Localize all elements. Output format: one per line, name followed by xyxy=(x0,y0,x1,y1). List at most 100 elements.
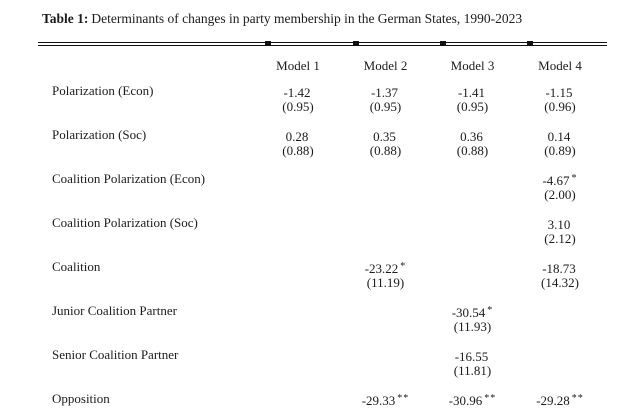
coefficient xyxy=(342,172,429,188)
table-number: Table 1: xyxy=(42,11,89,26)
cell-model-4: -29.28** (11.08) xyxy=(516,392,604,408)
standard-error xyxy=(254,276,342,290)
standard-error: (11.93) xyxy=(453,319,492,334)
cell-model-3: 0.36 (0.88) xyxy=(429,128,516,158)
coef-value: 3.10 xyxy=(547,217,571,232)
standard-error: (2.00) xyxy=(544,187,576,202)
standard-error: (11.19) xyxy=(366,275,405,290)
standard-error: (0.95) xyxy=(369,99,402,114)
cell-model-2 xyxy=(342,304,429,334)
coefficient xyxy=(254,348,342,364)
standard-error: (0.95) xyxy=(282,99,314,114)
coef-value: 0.28 xyxy=(285,129,309,144)
coef-value: 0.14 xyxy=(547,129,571,144)
standard-error xyxy=(516,320,604,334)
standard-error xyxy=(254,364,342,378)
significance-stars: * xyxy=(400,261,407,272)
coef-value: -4.67 xyxy=(542,173,570,188)
column-header-model-3: Model 3 xyxy=(450,58,495,73)
cell-model-3: -16.55 (11.81) xyxy=(429,348,516,378)
header-empty-cell xyxy=(38,59,254,73)
significance-stars: * xyxy=(487,305,494,316)
row-label: Polarization (Econ) xyxy=(52,83,154,98)
coefficient xyxy=(516,348,604,364)
table-header-row: Model 1 Model 2 Model 3 Model 4 xyxy=(38,46,607,84)
standard-error xyxy=(342,232,429,246)
coef-value: -30.96 xyxy=(448,393,483,408)
cell-model-1 xyxy=(254,304,342,334)
standard-error: (14.32) xyxy=(541,275,579,290)
cell-model-4: -4.67 * (2.00) xyxy=(516,172,604,202)
rule-mark xyxy=(440,41,446,46)
coefficient xyxy=(342,216,429,232)
standard-error: (0.95) xyxy=(456,99,489,114)
coefficient xyxy=(254,392,342,408)
table-row: Polarization (Econ) -1.42 (0.95) -1.37 (… xyxy=(38,84,607,114)
row-label: Junior Coalition Partner xyxy=(52,303,177,318)
coefficient: -23.22 * xyxy=(342,260,429,276)
coef-value: -23.22 xyxy=(364,261,399,276)
coefficient: -16.55 xyxy=(429,348,516,364)
cell-model-4: -1.15 (0.96) xyxy=(516,84,604,114)
coef-value: -29.33 xyxy=(361,393,396,408)
cell-model-3: -30.96** (11.11) xyxy=(429,392,516,408)
cell-model-4: -18.73 (14.32) xyxy=(516,260,604,290)
coef-value: -18.73 xyxy=(542,261,576,276)
coefficient: -29.28 ** xyxy=(516,392,604,408)
cell-model-1 xyxy=(254,348,342,378)
coef-value: -1.41 xyxy=(457,85,486,100)
cell-model-1 xyxy=(254,172,342,202)
coefficient xyxy=(254,304,342,320)
coef-value: -1.42 xyxy=(283,85,311,100)
row-label: Coalition xyxy=(52,259,101,274)
cell-model-4 xyxy=(516,348,604,378)
cell-model-4: 3.10 (2.12) xyxy=(516,216,604,246)
coefficient: -1.37 xyxy=(342,84,429,100)
regression-table: Model 1 Model 2 Model 3 Model 4 Polariza… xyxy=(38,41,607,408)
coef-value: -30.54 xyxy=(451,305,486,320)
table-caption: Determinants of changes in party members… xyxy=(91,11,523,26)
standard-error xyxy=(429,188,516,202)
standard-error xyxy=(254,320,342,334)
coef-value: -16.55 xyxy=(454,349,489,364)
table-row: Senior Coalition Partner -16.55 (11.81) xyxy=(38,348,607,378)
coef-value: 0.35 xyxy=(373,129,396,144)
coefficient: 0.36 xyxy=(429,128,516,144)
coefficient xyxy=(254,216,342,232)
cell-model-2: -29.33** (11.09) xyxy=(342,392,429,408)
column-header-model-2: Model 2 xyxy=(363,58,408,73)
table-title: Table 1: Determinants of changes in party… xyxy=(42,11,522,27)
standard-error: (0.88) xyxy=(456,143,489,158)
cell-model-1 xyxy=(254,260,342,290)
coefficient: 3.10 xyxy=(516,216,604,232)
table-row: Coalition -23.22 * (11.19) -18.73 (14.32) xyxy=(38,260,607,290)
cell-model-2: -1.37 (0.95) xyxy=(342,84,429,114)
standard-error: (2.12) xyxy=(544,231,576,246)
standard-error xyxy=(516,364,604,378)
table-row: Junior Coalition Partner -30.54 * (11.93) xyxy=(38,304,607,334)
coefficient: 0.35 xyxy=(342,128,429,144)
cell-model-2 xyxy=(342,216,429,246)
coefficient xyxy=(429,260,516,276)
coefficient xyxy=(516,304,604,320)
cell-model-2 xyxy=(342,172,429,202)
coefficient: 0.14 xyxy=(516,128,604,144)
cell-model-3: -1.41 (0.95) xyxy=(429,84,516,114)
cell-model-1 xyxy=(254,216,342,246)
cell-model-3 xyxy=(429,216,516,246)
coefficient xyxy=(429,172,516,188)
coefficient: -1.15 xyxy=(516,84,604,100)
coef-value: 0.36 xyxy=(460,129,483,144)
row-label: Coalition Polarization (Soc) xyxy=(52,215,198,230)
coefficient xyxy=(342,348,429,364)
table-row: Opposition -29.33** (11.09) -30.96** (11… xyxy=(38,392,607,408)
significance-stars: ** xyxy=(571,393,584,404)
column-header-model-4: Model 4 xyxy=(538,58,582,73)
significance-stars: ** xyxy=(397,393,410,404)
coef-value: -29.28 xyxy=(536,393,570,408)
coefficient: -30.96 ** xyxy=(429,392,516,408)
row-label: Opposition xyxy=(52,391,110,406)
standard-error xyxy=(342,188,429,202)
significance-stars: ** xyxy=(484,393,497,404)
